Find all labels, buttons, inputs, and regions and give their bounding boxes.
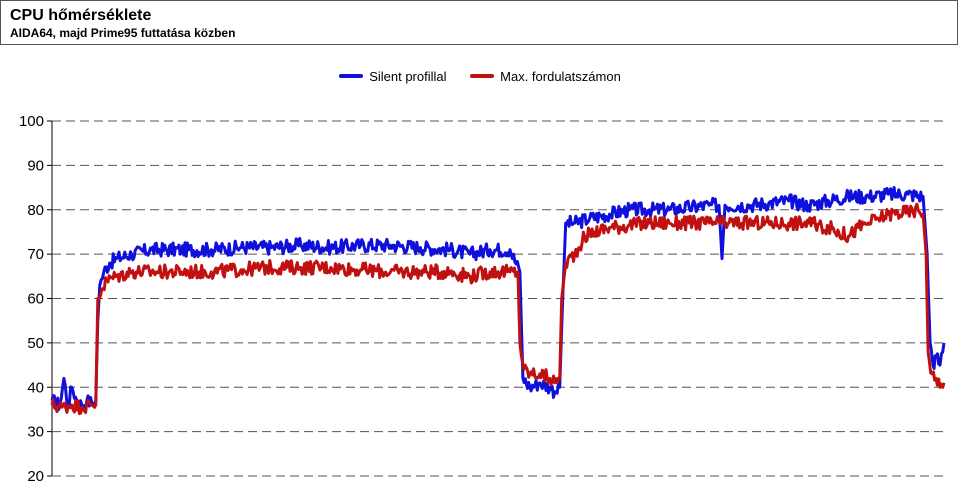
y-tick-label-20: 20: [27, 468, 44, 485]
series-line-max: [50, 202, 946, 416]
legend-label-max: Max. fordulatszámon: [500, 68, 621, 84]
legend-swatch-silent: [339, 74, 364, 78]
legend-item-silent: Silent profillal: [339, 68, 447, 84]
chart-legend: Silent profillal Max. fordulatszámon: [0, 66, 960, 84]
chart-title: CPU hőmérséklete: [10, 7, 152, 24]
chart-subtitle: AIDA64, majd Prime95 futtatása közben: [10, 26, 236, 40]
legend-item-max: Max. fordulatszámon: [470, 69, 621, 84]
y-tick-label-80: 80: [27, 202, 44, 219]
y-tick-label-100: 100: [19, 113, 44, 130]
series-line-silent: [50, 186, 946, 411]
y-tick-label-30: 30: [27, 424, 44, 441]
legend-swatch-max: [470, 74, 495, 78]
y-tick-label-40: 40: [27, 379, 44, 396]
y-tick-label-70: 70: [27, 246, 44, 263]
chart-header: CPU hőmérséklete AIDA64, majd Prime95 fu…: [0, 0, 958, 45]
legend-label-silent: Silent profillal: [369, 68, 447, 84]
y-tick-label-50: 50: [27, 335, 44, 352]
y-tick-label-60: 60: [27, 291, 44, 308]
y-tick-label-90: 90: [27, 157, 44, 174]
